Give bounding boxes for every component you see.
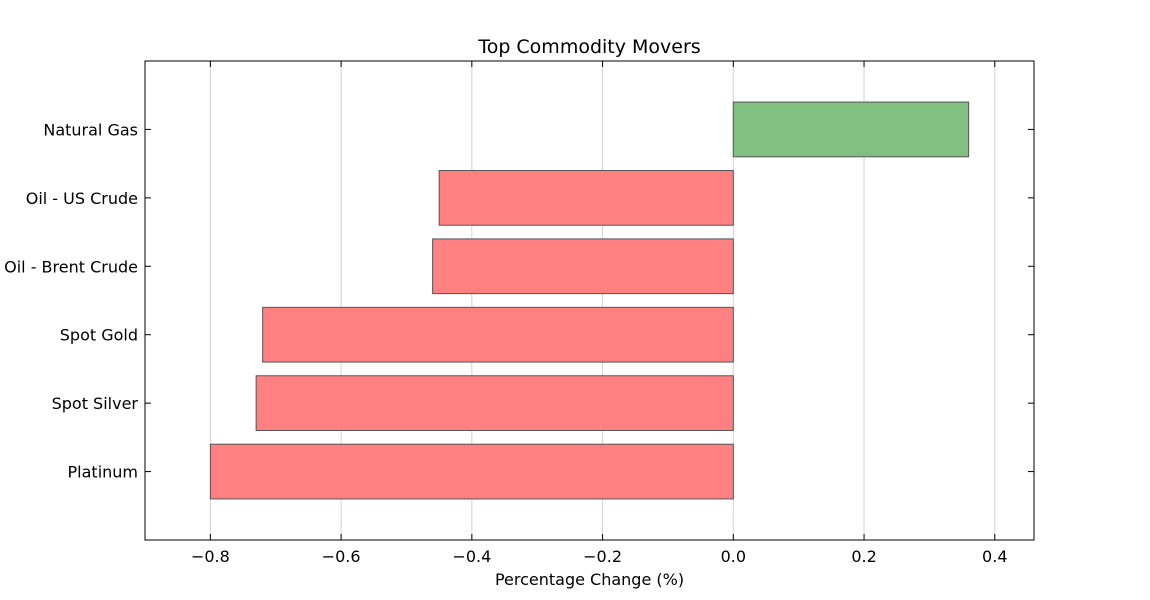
- category-labels: Natural Gas Oil - US Crude Oil - Brent Cru…: [4, 120, 138, 481]
- bar: [432, 238, 734, 295]
- category-label: Oil - Brent Crude: [4, 257, 138, 276]
- plot-area-frame: [144, 60, 1035, 541]
- category-label: Platinum: [68, 463, 138, 482]
- category-label: Spot Silver: [52, 394, 139, 413]
- bar: [732, 101, 970, 158]
- bar: [438, 169, 734, 226]
- category-label: Spot Gold: [60, 326, 138, 345]
- bar: [209, 443, 734, 500]
- x-axis-label: Percentage Change (%): [495, 570, 684, 589]
- ticks: [145, 61, 1034, 540]
- bars: [209, 101, 970, 500]
- x-tick-label: 0.2: [851, 547, 876, 566]
- bar: [262, 306, 734, 363]
- x-tick-label: 0.4: [982, 547, 1007, 566]
- x-tick-labels: −0.8 −0.6 −0.4 −0.2 0.0 0.2 0.4: [191, 547, 1008, 566]
- x-tick-label: −0.4: [452, 547, 491, 566]
- x-tick-label: −0.8: [191, 547, 230, 566]
- chart-title: Top Commodity Movers: [477, 36, 700, 58]
- x-tick-label: −0.6: [322, 547, 361, 566]
- category-label: Oil - US Crude: [26, 189, 138, 208]
- category-label: Natural Gas: [43, 120, 138, 139]
- x-tick-label: 0.0: [721, 547, 746, 566]
- x-tick-label: −0.2: [583, 547, 622, 566]
- bar: [255, 375, 734, 432]
